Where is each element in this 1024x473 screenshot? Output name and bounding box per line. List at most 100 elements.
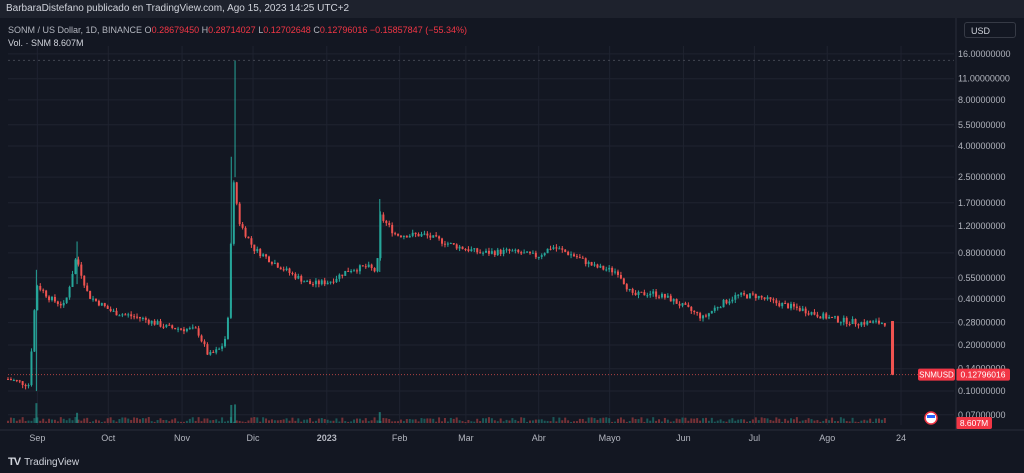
volume-bar [288,420,291,423]
volume-bar [640,417,643,423]
volume-bar [836,421,839,423]
candle-body [766,297,769,300]
candle-body [455,244,458,249]
candle-body [693,310,696,312]
open-label: O [144,25,152,35]
volume-bar [115,421,118,423]
candle-body [391,224,394,234]
candle-body [373,267,376,272]
candle-body [593,264,596,266]
volume-bar [294,420,297,423]
volume-bar [402,421,405,423]
candle-body [561,248,564,250]
volume-bar [751,419,754,423]
candle-body [760,295,763,298]
publisher-bar: BarbaraDistefano publicado en TradingVie… [0,0,1024,18]
volume-bar [50,419,53,423]
candle-body [473,248,476,250]
candle-body [831,317,834,319]
candle-body [517,249,520,253]
y-tick-label: 5.50000000 [958,120,1006,130]
volume-bar [704,417,707,423]
candle-body [716,307,719,309]
x-tick-label: Mayo [599,433,621,443]
candle-body [432,235,435,238]
candle-body [74,259,77,275]
y-tick-label: 16.00000000 [958,49,1011,59]
volume-bar [347,421,350,423]
candle-body [118,315,121,317]
candle-body [508,249,511,251]
candle-body [505,249,508,251]
candle-body [634,292,637,295]
volume-bar [883,418,886,423]
candle-body [543,253,546,256]
volume-bar [138,419,141,423]
volume-bar [734,420,737,423]
volume-bar [420,418,423,423]
candle-body [426,233,429,236]
volume-bar [663,417,666,423]
volume-bar [303,419,306,423]
candle-body [696,311,699,314]
volume-bar [816,420,819,423]
y-tick-label: 2.50000000 [958,172,1006,182]
candle-body [555,247,558,249]
volume-bar [804,419,807,423]
volume-bar [197,417,200,423]
candle-body [36,285,39,311]
currency-button[interactable]: USD [964,22,1016,38]
candle-body [294,273,297,279]
volume-bar [282,419,285,423]
volume-bar [807,418,810,423]
candle-body [702,315,705,319]
volume-label: Vol. · SNM [8,38,52,48]
volume-bar [699,420,702,423]
candle-body [188,328,191,330]
volume-bar [329,420,332,423]
candle-body [848,323,851,325]
candle-body [502,249,505,254]
candle-body [244,227,247,237]
volume-bar [625,421,628,423]
candle-body [326,282,329,285]
volume-bar [572,421,575,423]
volume-bar [813,420,816,423]
candle-body [860,322,863,326]
volume-bar [616,418,619,423]
volume-bar [68,418,71,423]
candle-body [795,306,798,308]
volume-bar [875,418,878,423]
volume-bar [628,420,631,423]
candle-body [643,292,646,296]
volume-bar [561,420,564,423]
volume-bar [358,418,361,423]
volume-bar [737,419,740,423]
candle-body [792,303,795,307]
volume-bar [851,417,854,423]
candle-body [138,317,141,319]
volume-bar [177,421,180,423]
volume-bar [590,417,593,423]
candle-body [147,319,150,324]
candle-body [9,378,12,381]
candle-body [619,274,622,279]
volume-bar [470,421,473,423]
candle-body [256,249,259,252]
volume-bar [9,417,12,423]
candle-body [769,297,772,300]
volume-bar [159,418,162,423]
volume-bar [256,417,259,423]
candle-body [197,328,200,336]
volume-bar [743,419,746,423]
volume-bar [426,418,429,423]
volume-bar [408,418,411,423]
candle-body [631,289,634,293]
candle-body [402,235,405,237]
candle-body [136,316,139,318]
y-tick-label: 0.80000000 [958,248,1006,258]
candle-body [863,322,866,325]
candle-body [740,293,743,295]
candle-body [394,233,397,235]
